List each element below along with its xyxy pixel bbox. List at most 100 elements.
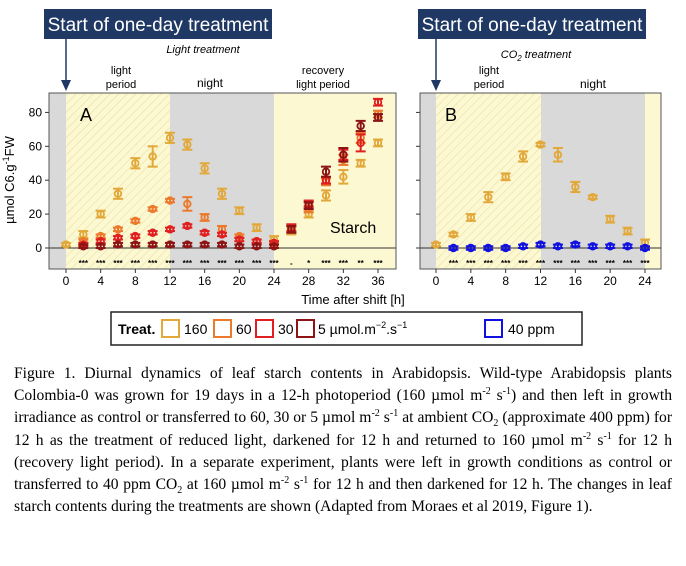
panel-a-significance-24h: *** (269, 259, 279, 268)
panel-a-xtick-label-28: 28 (302, 274, 316, 288)
panel-a-marker-30-8h (131, 231, 140, 241)
panel-a-point-60-8h (130, 216, 141, 226)
panel-b-point-40-12h (535, 240, 546, 249)
panel-b-point-160-12h (535, 140, 546, 149)
panel-b-marker-40-22h (623, 242, 632, 251)
banner-a-text: Start of one-day treatment (48, 15, 269, 36)
panel-b-marker-40-10h (518, 242, 528, 251)
banner-b-text: Start of one-day treatment (422, 15, 643, 36)
figure: Start of one-day treatment Start of one-… (1, 9, 662, 346)
banner-a-arrowhead (61, 80, 71, 91)
panel-a-marker-160-30h (321, 191, 331, 200)
legend-label-5-sup: −2 (376, 320, 386, 330)
caption-p2-mid: s (379, 409, 390, 427)
panel-b-point-160-14h (552, 146, 563, 163)
panel-a-marker-30-14h (183, 221, 192, 231)
panel-a-point-5-36h (373, 113, 384, 122)
panel-a-marker-160-0h (61, 240, 71, 249)
panel-a-point-160-4h (95, 209, 106, 219)
figure-caption: Figure 1. Diurnal dynamics of leaf starc… (14, 363, 672, 518)
panel-a-point-5-32h (338, 146, 349, 163)
caption-p6-sup1: -2 (280, 474, 290, 486)
panel-a-significance-18h: *** (217, 259, 227, 268)
panel-a-point-160-12h (165, 131, 176, 144)
panel-a-marker-5-28h (304, 201, 313, 210)
panel-a-point-5-8h (130, 240, 141, 249)
panel-a-ytick-label-0: 0 (35, 241, 42, 255)
panel-a-point-30-10h (147, 228, 158, 237)
panel-a-point-60-16h (199, 213, 210, 222)
legend-label-160: 160 (184, 321, 208, 337)
panel-b-point-40-16h (570, 240, 581, 249)
panel-b-marker-160-14h (553, 150, 563, 159)
panel-a-light-label-2: period (106, 79, 137, 91)
panel-b-point-160-2h (448, 230, 459, 239)
legend-swatch-160 (161, 319, 180, 338)
banner-b (418, 9, 646, 39)
panel-b-marker-40-2h (449, 243, 458, 253)
panel-a-significance-20h: *** (235, 259, 245, 268)
panel-b-marker-40-18h (588, 242, 597, 251)
panel-a-marker-5-8h (131, 240, 140, 249)
panel-a-marker-5-22h (252, 242, 261, 251)
panel-a-point-30-36h (373, 97, 384, 107)
caption-p5-sub: 2 (177, 485, 183, 497)
panel-a-point-30-20h (234, 235, 245, 244)
panel-a-marker-5-36h (373, 113, 383, 122)
panel-a-point-30-16h (199, 228, 210, 237)
panel-a-marker-5-12h (165, 240, 175, 249)
legend-label-60: 60 (236, 321, 252, 337)
panel-a-point-5-26h (286, 224, 297, 234)
panel-a-point-30-6h (113, 233, 124, 243)
panel-a-point-160-30h (321, 189, 332, 202)
panel-a-xtick-label-20: 20 (233, 274, 247, 288)
panel-b-treatment-title: CO2 treatment (501, 49, 572, 63)
panel-b-marker-160-6h (484, 192, 493, 202)
panel-b-significance-18h: *** (588, 259, 598, 268)
panel-a-xtick-label-12: 12 (163, 274, 177, 288)
panel-a-marker-160-4h (96, 209, 105, 219)
panel-a-point-60-6h (113, 225, 124, 234)
panel-a-point-160-32h (338, 169, 349, 185)
panel-a-point-5-24h (269, 242, 280, 251)
legend-label-5-sup2: −1 (397, 320, 407, 330)
panel-b-point-160-10h (518, 150, 529, 163)
panel-b-point-160-20h (605, 214, 616, 224)
panel-a-ytick-label-60: 60 (29, 139, 43, 153)
panel-b-point-40-10h (518, 242, 529, 251)
panel-b-significance-10h: *** (518, 259, 528, 268)
panel-b-night-bg (541, 93, 645, 269)
panel-a-significance-2h: *** (79, 259, 89, 268)
panel-b-xtick-label-0: 0 (433, 274, 440, 288)
panel-b-marker-160-10h (518, 152, 528, 161)
panel-a-point-30-12h (165, 225, 176, 234)
panel-b-title-sub: 2 (516, 54, 522, 63)
panel-a-point-5-34h (355, 119, 366, 133)
panel-b-point-40-22h (622, 242, 633, 251)
legend-swatch-5 (296, 319, 315, 338)
caption-p2-sup2: -1 (389, 408, 399, 420)
panel-b-marker-40-8h (501, 243, 510, 253)
panel-b-marker-40-24h (640, 243, 650, 253)
panel-a-marker-5-10h (148, 240, 157, 249)
panel-a-frame (48, 92, 397, 270)
y-axis-label-sup: -1 (1, 156, 11, 164)
panel-a-marker-60-12h (165, 196, 175, 205)
panel-a-point-5-4h (95, 242, 106, 251)
panel-a-significance-14h: *** (183, 259, 193, 268)
panel-b-night-label: night (580, 77, 607, 91)
panel-a-marker-160-22h (252, 223, 261, 232)
panel-a-point-60-10h (147, 204, 158, 214)
caption-p4-sup2: -1 (603, 430, 612, 442)
panel-b-marker-160-20h (605, 214, 615, 224)
panel-a-marker-5-16h (200, 240, 209, 249)
panel-b-significance-12h: *** (536, 259, 546, 268)
panel-b-significance-14h: *** (553, 259, 563, 268)
panel-a-significance-6h: *** (113, 259, 123, 268)
panel-b-point-160-4h (465, 213, 476, 222)
legend-swatch-60 (213, 319, 232, 338)
panel-a-xtick-label-24: 24 (267, 274, 281, 288)
panel-b-marker-160-8h (501, 172, 510, 182)
panel-a-marker-160-18h (217, 189, 227, 198)
panel-b-marker-160-16h (571, 182, 580, 192)
